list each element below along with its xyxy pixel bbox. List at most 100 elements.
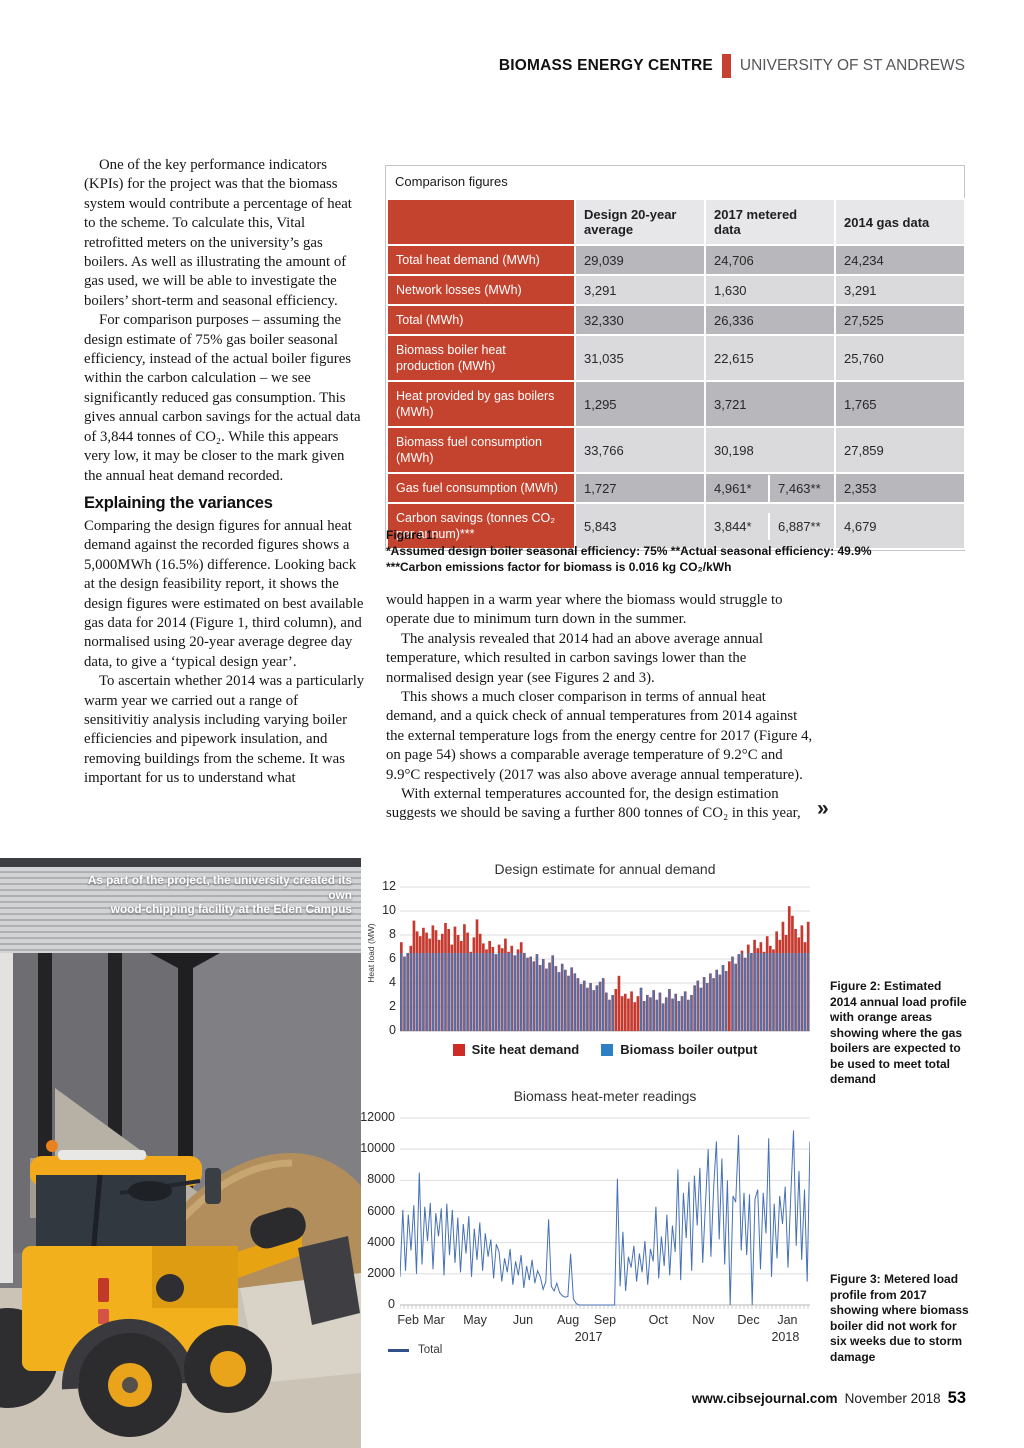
table-cell: 2,353 bbox=[834, 472, 966, 504]
table-cell: 26,336 bbox=[704, 304, 836, 336]
wood-chipping-facility-photo: As part of the project, the university c… bbox=[0, 858, 361, 1448]
biomass-output-bar bbox=[469, 953, 472, 1031]
site-heat-demand-bar bbox=[627, 998, 630, 1031]
figure1-caption-line: *Assumed design boiler seasonal efficien… bbox=[386, 544, 872, 558]
table-row: Total (MWh) 32,330 26,336 27,525 bbox=[386, 304, 966, 336]
biomass-output-bar bbox=[750, 953, 753, 1031]
chart2-year-label: 2018 bbox=[771, 1330, 800, 1344]
column-header: 2017 metered data bbox=[704, 198, 836, 246]
biomass-output-bar bbox=[412, 953, 415, 1031]
chart1-title: Design estimate for annual demand bbox=[494, 861, 716, 877]
biomass-output-bar bbox=[807, 953, 810, 1031]
chart2-month-label: Mar bbox=[423, 1313, 445, 1327]
biomass-output-bar bbox=[794, 953, 797, 1031]
table-subcell: 4,961* bbox=[706, 474, 770, 502]
paragraph: One of the key performance indicators (K… bbox=[84, 157, 352, 309]
biomass-output-bar bbox=[520, 953, 523, 1031]
biomass-output-bar bbox=[457, 953, 460, 1031]
chart2-month-label: Feb bbox=[397, 1313, 419, 1327]
biomass-output-bar bbox=[658, 992, 661, 1031]
biomass-output-bar bbox=[753, 953, 756, 1031]
legend-label: Site heat demand bbox=[471, 1042, 580, 1057]
comparison-figures-table: Comparison figures Design 20-year averag… bbox=[385, 165, 966, 551]
biomass-output-bar bbox=[485, 953, 488, 1031]
table-cell: 27,525 bbox=[834, 304, 966, 336]
table-row: Biomass boiler heat production (MWh) 31,0… bbox=[386, 334, 966, 382]
biomass-output-bar bbox=[608, 999, 611, 1031]
biomass-output-bar bbox=[466, 953, 469, 1031]
biomass-output-bar bbox=[595, 985, 598, 1031]
paragraph: The analysis revealed that 2014 had an a… bbox=[386, 630, 763, 686]
row-label: Network losses (MWh) bbox=[386, 274, 576, 306]
biomass-output-bar bbox=[444, 953, 447, 1031]
biomass-output-bar bbox=[573, 973, 576, 1031]
site-heat-demand-bar bbox=[614, 989, 618, 1031]
chart1-y-tick-label: 8 bbox=[389, 927, 396, 941]
biomass-output-bar bbox=[671, 998, 674, 1031]
paragraph: For comparison purposes – assuming the d… bbox=[84, 312, 361, 484]
biomass-output-bar bbox=[611, 995, 614, 1031]
wheel-fender bbox=[61, 1318, 196, 1390]
chart2-y-tick-label: 8000 bbox=[367, 1172, 395, 1187]
table-title: Comparison figures bbox=[395, 174, 508, 189]
biomass-output-bar bbox=[409, 953, 412, 1031]
biomass-output-bar bbox=[775, 953, 778, 1031]
row-label: Biomass boiler heat production (MWh) bbox=[386, 334, 576, 382]
chart2-title: Biomass heat-meter readings bbox=[513, 1088, 697, 1104]
table-row: Gas fuel consumption (MWh) 1,727 4,961* 7,4… bbox=[386, 472, 966, 504]
website-url: www.cibsejournal.com bbox=[691, 1391, 838, 1406]
biomass-output-bar bbox=[441, 953, 444, 1031]
biomass-output-bar bbox=[677, 1001, 680, 1031]
table-subcell: 6,887** bbox=[770, 512, 834, 540]
biomass-output-bar bbox=[655, 999, 658, 1031]
table-subcell: 3,844* bbox=[706, 512, 770, 540]
chart2-month-label: Dec bbox=[737, 1313, 760, 1327]
biomass-output-bar bbox=[759, 953, 762, 1031]
biomass-output-bar bbox=[472, 953, 475, 1031]
biomass-output-bar bbox=[482, 953, 485, 1031]
biomass-output-bar bbox=[640, 987, 642, 1031]
chart1-y-tick-label: 6 bbox=[389, 951, 396, 965]
figure1-caption-line: ***Carbon emissions factor for biomass i… bbox=[386, 560, 732, 574]
page-number: 53 bbox=[947, 1389, 966, 1407]
biomass-output-bar bbox=[706, 983, 709, 1031]
biomass-output-bar bbox=[567, 975, 570, 1031]
article-column-right: would happen in a warm year where the bi… bbox=[386, 591, 813, 824]
biomass-output-bar bbox=[715, 969, 718, 1031]
biomass-output-bar bbox=[438, 953, 441, 1031]
issue-date: November 2018 bbox=[844, 1391, 941, 1406]
biomass-output-bar bbox=[797, 953, 800, 1031]
biomass-output-bar bbox=[602, 978, 605, 1031]
design-demand-chart: Heat load (MW) 0 2 4 6 8 10 12 bbox=[366, 879, 818, 1037]
biomass-output-bar bbox=[494, 954, 497, 1031]
table-cell: 22,615 bbox=[704, 334, 836, 382]
biomass-output-bar bbox=[453, 953, 456, 1031]
biomass-output-bar bbox=[463, 953, 466, 1031]
table-subcell: 7,463** bbox=[770, 474, 834, 502]
biomass-output-bar bbox=[570, 967, 573, 1031]
biomass-output-bar bbox=[488, 953, 491, 1031]
biomass-output-bar bbox=[709, 973, 712, 1031]
biomass-output-bar bbox=[693, 985, 696, 1031]
biomass-output-bar bbox=[504, 953, 507, 1031]
paragraph: This shows a much closer comparison in t… bbox=[386, 689, 813, 783]
biomass-output-bar bbox=[662, 1003, 665, 1031]
biomass-output-bar bbox=[674, 993, 677, 1031]
biomass-output-bar bbox=[763, 953, 765, 1031]
biomass-output-bar bbox=[703, 977, 706, 1031]
biomass-output-bar bbox=[687, 999, 690, 1031]
figure1-caption: Figure 1: *Assumed design boiler seasona… bbox=[386, 527, 872, 575]
loader-bucket bbox=[298, 1236, 360, 1325]
site-heat-demand-bar bbox=[620, 996, 624, 1031]
biomass-output-bar bbox=[460, 953, 463, 1031]
site-heat-demand-bar bbox=[630, 991, 633, 1031]
biomass-output-bar bbox=[791, 953, 794, 1031]
table-cell: 31,035 bbox=[574, 334, 706, 382]
table-row: Biomass fuel consumption (MWh) 33,766 30,1… bbox=[386, 426, 966, 474]
biomass-output-bar bbox=[744, 957, 747, 1031]
table-cell: 1,765 bbox=[834, 380, 966, 428]
biomass-output-bar bbox=[403, 956, 406, 1031]
table-cell: 3,721 bbox=[704, 380, 836, 428]
chart2-y-tick-label: 2000 bbox=[367, 1265, 395, 1280]
biomass-output-bar bbox=[535, 954, 538, 1031]
